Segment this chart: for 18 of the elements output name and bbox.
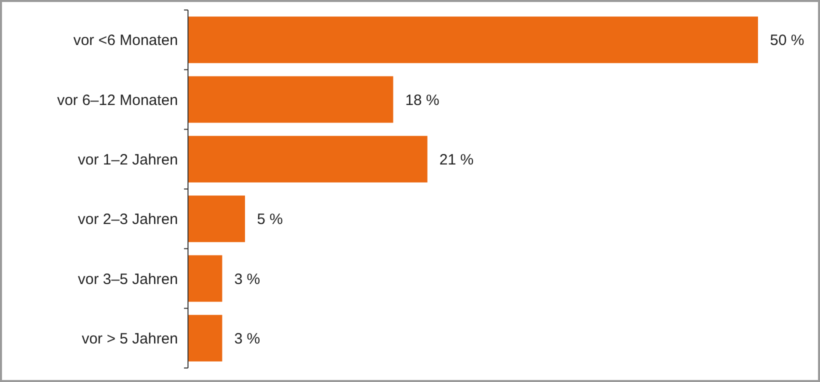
data-label: 50 %	[770, 32, 804, 50]
data-label: 5 %	[257, 211, 283, 228]
bar	[188, 16, 758, 64]
y-tick-label: vor 2–3 Jahren	[78, 211, 178, 228]
y-tick-label: vor > 5 Jahren	[82, 330, 178, 348]
bar	[188, 76, 394, 123]
data-label: 3 %	[234, 330, 260, 348]
y-tick-label: vor <6 Monaten	[73, 32, 178, 50]
data-label: 18 %	[405, 92, 440, 109]
bar	[188, 136, 428, 182]
bar	[188, 255, 222, 302]
bar	[188, 196, 245, 242]
y-tick-label: vor 6–12 Monaten	[57, 92, 178, 109]
bar	[188, 314, 222, 362]
data-label: 21 %	[439, 151, 474, 168]
data-label: 3 %	[234, 270, 260, 288]
y-tick-label: vor 1–2 Jahren	[78, 151, 178, 168]
y-tick-label: vor 3–5 Jahren	[78, 270, 178, 288]
